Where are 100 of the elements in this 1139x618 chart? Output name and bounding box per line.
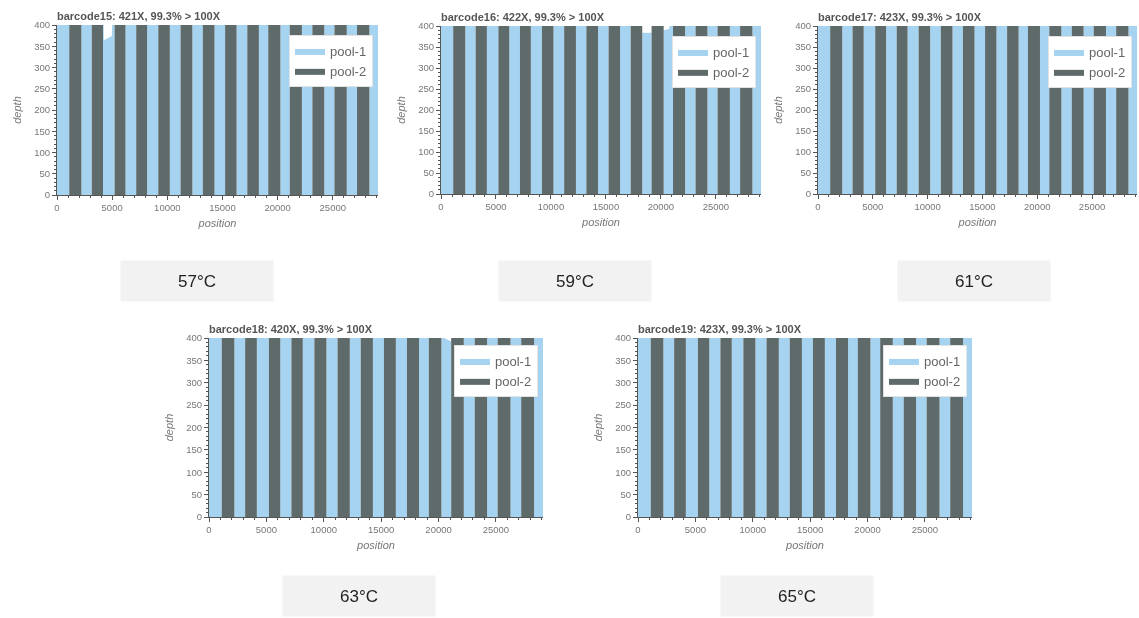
chart-title: barcode17: 423X, 99.3% > 100X [818, 11, 982, 23]
y-tick-label: 0 [625, 511, 632, 523]
y-tick-label: 150 [34, 125, 51, 137]
chart-title: barcode16: 422X, 99.3% > 100X [441, 11, 605, 23]
y-tick-label: 400 [795, 20, 812, 32]
x-tick-label: 5000 [862, 201, 884, 213]
x-tick-label: 20000 [1024, 201, 1051, 213]
y-tick-label: 100 [615, 466, 632, 478]
x-tick-label: 25000 [911, 524, 939, 536]
y-tick-label: 300 [615, 377, 632, 389]
legend-label: pool-1 [495, 354, 532, 370]
y-tick-label: 400 [615, 332, 632, 344]
legend-label: pool-1 [1089, 45, 1126, 61]
y-tick-label: 150 [186, 444, 203, 456]
y-tick-label: 350 [34, 40, 51, 52]
chart-title: barcode19: 423X, 99.3% > 100X [638, 323, 802, 335]
x-tick-label: 15000 [209, 202, 236, 214]
x-tick-label: 10000 [739, 524, 766, 536]
y-axis-title: depth [162, 413, 175, 442]
x-tick-label: 0 [635, 524, 641, 536]
x-tick-label: 15000 [796, 524, 824, 536]
y-tick-label: 400 [34, 19, 51, 31]
y-tick-label: 100 [186, 466, 203, 478]
y-tick-label: 0 [196, 511, 203, 523]
y-tick-label: 0 [44, 189, 51, 201]
y-tick-label: 150 [418, 125, 435, 137]
y-tick-label: 300 [418, 62, 435, 74]
x-tick-label: 0 [815, 201, 821, 213]
y-tick-label: 300 [795, 62, 812, 74]
chart-title: barcode15: 421X, 99.3% > 100X [57, 10, 221, 22]
x-tick-label: 0 [54, 202, 60, 214]
x-tick-label: 15000 [592, 201, 620, 213]
x-tick-label: 25000 [1078, 201, 1106, 213]
y-tick-label: 50 [191, 488, 203, 500]
legend-label: pool-2 [713, 64, 750, 80]
legend-label: pool-1 [713, 45, 750, 61]
text: 61°C [955, 271, 993, 291]
y-tick-label: 200 [795, 104, 812, 116]
y-tick-label: 250 [795, 83, 812, 95]
y-tick-label: 350 [418, 41, 435, 53]
y-axis-title: depth [771, 96, 784, 124]
y-tick-label: 0 [428, 188, 435, 200]
x-tick-label: 0 [438, 201, 444, 213]
legend-label: pool-2 [495, 373, 532, 389]
x-tick-label: 5000 [101, 202, 123, 214]
text: 57°C [178, 271, 216, 291]
y-tick-label: 200 [418, 104, 435, 116]
y-tick-label: 50 [800, 167, 812, 179]
legend-label: pool-2 [330, 63, 367, 79]
y-tick-label: 300 [186, 377, 203, 389]
x-tick-label: 5000 [255, 524, 277, 536]
y-axis-title: depth [394, 96, 407, 124]
x-tick-label: 20000 [264, 202, 291, 214]
x-axis-title: position [581, 215, 620, 228]
y-tick-label: 50 [423, 167, 435, 179]
y-axis-title: depth [10, 96, 23, 124]
x-tick-label: 20000 [647, 201, 675, 213]
y-tick-label: 250 [615, 399, 632, 411]
y-tick-label: 200 [34, 104, 51, 116]
text: 65°C [778, 586, 816, 606]
y-tick-label: 100 [34, 146, 51, 158]
y-tick-label: 200 [615, 421, 632, 433]
y-tick-label: 400 [186, 332, 203, 344]
text: 59°C [556, 271, 594, 291]
x-axis-title: position [356, 538, 395, 551]
y-tick-label: 250 [34, 83, 51, 95]
legend-label: pool-2 [924, 373, 961, 389]
x-tick-label: 25000 [319, 202, 346, 214]
x-tick-label: 5000 [485, 201, 507, 213]
x-axis-title: position [785, 538, 824, 551]
y-tick-label: 150 [615, 444, 632, 456]
y-tick-label: 350 [186, 354, 203, 366]
y-tick-label: 250 [418, 83, 435, 95]
y-tick-label: 300 [34, 61, 51, 73]
y-tick-label: 50 [620, 488, 632, 500]
y-tick-label: 50 [39, 168, 51, 180]
x-tick-label: 0 [206, 524, 212, 536]
y-tick-label: 400 [418, 20, 435, 32]
y-axis-title: depth [591, 413, 604, 442]
y-tick-label: 0 [805, 188, 812, 200]
x-tick-label: 10000 [537, 201, 565, 213]
y-tick-label: 350 [795, 41, 812, 53]
x-tick-label: 10000 [310, 524, 337, 536]
x-tick-label: 15000 [969, 201, 996, 213]
text: 63°C [340, 586, 378, 606]
x-tick-label: 10000 [154, 202, 181, 214]
x-axis-title: position [957, 215, 997, 228]
legend-label: pool-1 [924, 354, 961, 370]
x-tick-label: 10000 [914, 201, 941, 213]
chart-title: barcode18: 420X, 99.3% > 100X [209, 323, 373, 335]
x-tick-label: 25000 [482, 524, 510, 536]
legend-label: pool-2 [1089, 64, 1126, 80]
y-tick-label: 100 [418, 146, 435, 158]
x-tick-label: 25000 [702, 201, 730, 213]
y-tick-label: 350 [615, 354, 632, 366]
y-tick-label: 150 [795, 125, 812, 137]
y-tick-label: 100 [795, 146, 812, 158]
x-axis-title: position [197, 216, 237, 229]
x-tick-label: 15000 [367, 524, 395, 536]
x-tick-label: 20000 [425, 524, 452, 536]
